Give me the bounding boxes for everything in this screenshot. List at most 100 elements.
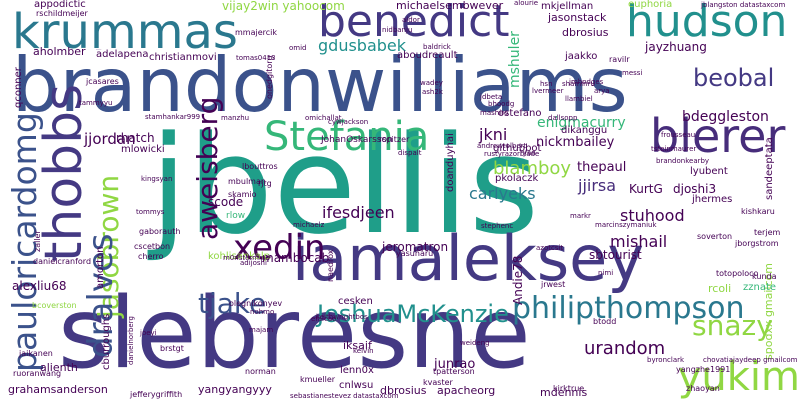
word-iksaif: iksaif — [343, 339, 372, 352]
word-djoshi3: djoshi3 — [673, 182, 717, 196]
word-nohmo: nohmo — [250, 308, 275, 316]
word-jhermes: jhermes — [692, 194, 733, 205]
word-onedgitorg: onedgitorg — [265, 55, 274, 99]
word-mashiro: mashiro — [480, 109, 509, 117]
word-gdusbabek: gdusbabek — [318, 36, 407, 55]
word-stamhankar999: stamhankar999 — [145, 113, 201, 121]
word-mkjellman: mkjellman — [541, 1, 594, 12]
word-nirmalsreenivas: yasuharu — [396, 249, 434, 258]
word-kvaster: kvaster — [423, 378, 453, 387]
word-tammyyu: tammyyu — [79, 99, 113, 107]
word-jaikanen: jaikanen — [19, 349, 53, 358]
word-lenn0x: lenn0x — [340, 365, 374, 376]
word-aholmber: aholmber — [33, 45, 86, 58]
word-markr: markr — [570, 212, 591, 220]
word-stuhood: stuhood — [620, 206, 685, 225]
word-vijay2win: vijay2win yahoocom — [222, 0, 345, 13]
word-jbeaver: ravilr — [609, 55, 630, 64]
word-weideng: weideng — [460, 339, 490, 347]
word-zhaoyan: zhaoyan — [686, 384, 720, 393]
word-aldor: aldor — [402, 16, 420, 24]
word-krummas: krummas — [12, 4, 238, 60]
word-baldrick: baldrick — [423, 43, 451, 51]
word-cburroughs: cburroughs — [101, 313, 112, 370]
word-urandom: urandom — [584, 338, 666, 359]
word-jeromatron: jeromatron — [382, 240, 449, 254]
word-btodd: btodd — [593, 317, 617, 326]
word-blerer: blerer — [650, 109, 786, 163]
word-danielnorberg: danielnorberg — [127, 316, 135, 365]
word-lyubent: lyubent — [690, 166, 728, 177]
word-keithwrightbos: keithwrightbos — [316, 313, 368, 321]
word-bcoverston: bcoverston — [32, 301, 77, 310]
word-omichallat: omichallat — [305, 114, 342, 122]
word-joeyi: joeyi — [140, 329, 157, 337]
word-lvermeer: lvermeer — [532, 87, 564, 95]
word-nanzhu: manzhu — [221, 114, 250, 122]
word-kunda: kunda — [752, 272, 777, 281]
word-kingsyan: kingsyan — [141, 175, 173, 183]
word-dikanggu: dikanggu — [561, 125, 608, 136]
word-snazy: snazy — [692, 309, 773, 342]
word-johanoskarsson: JohanOskarsson — [321, 135, 393, 145]
word-tjake: tjake — [198, 287, 267, 320]
word-eboverton: mbulman — [228, 177, 266, 186]
word-marcinszymaniuk: marcinszymaniuk — [595, 221, 657, 229]
word-adijoshi: adijoshi — [240, 259, 267, 267]
word-dbrosius2: dbrosius — [380, 384, 427, 397]
word-junrao: junrao — [434, 357, 476, 372]
word-jaysonstack: jasonstack — [548, 11, 607, 24]
word-michaelz: michaelz — [293, 221, 325, 229]
word-rspitzer: rspitzer — [379, 135, 410, 144]
word-githubbot: githubbot — [493, 143, 542, 154]
word-beobal: beobal — [693, 64, 775, 92]
word-xedin: xedin — [233, 228, 326, 268]
word-frousseau: frousseau — [661, 131, 696, 139]
word-mdennis: mdennis — [540, 386, 588, 399]
word-jmhodges: jmhodges — [569, 78, 604, 86]
word-yukim: yukim — [677, 354, 800, 400]
word-adelapena: adelapena — [96, 49, 149, 60]
word-rustyrazorblade: rustyrazorblade — [484, 150, 540, 158]
word-christianmovi: christianmovi — [149, 52, 217, 63]
word-mmajercik: mmajercik — [235, 28, 277, 37]
word-sandeeptata: sandeeptata — [764, 137, 775, 200]
word-atomic: stephenc — [481, 222, 514, 230]
word-yangyangyyy: yangyangyyy — [198, 383, 272, 396]
word-cherro: cherro — [138, 252, 164, 261]
word-jayzhuang: jayzhuang — [645, 40, 707, 54]
word-benedict: benedict — [318, 0, 510, 47]
word-byroncl: byronclark — [647, 356, 685, 364]
word-jcasares: jcasares — [86, 77, 119, 86]
word-apacheorg: apacheorg — [437, 384, 496, 397]
word-ifesdjeen: ifesdjeen — [322, 203, 395, 222]
word-efalcao: efalcao — [311, 315, 337, 323]
word-mambocab: mambocab — [262, 251, 330, 265]
word-sbtourist: sbtourist — [589, 248, 642, 262]
word-jmhodges2: nimi — [598, 269, 614, 277]
word-ash2k: ash2k — [422, 88, 443, 96]
word-pkolaczk: pkolaczk — [495, 173, 539, 184]
word-sebastianestevez: sebastianestevez datastaxcom — [290, 392, 399, 400]
word-danielcranford: danielcranford — [33, 257, 92, 266]
word-adelapena2: adelapena — [96, 50, 102, 51]
word-mamuarte: m0nstermind — [223, 254, 270, 262]
word-mshuler: mshuler — [507, 31, 523, 88]
word-skamio: skamio — [228, 190, 257, 199]
word-cnlwsu: cnlwsu — [339, 380, 374, 391]
word-jjordan: jjordan — [84, 130, 136, 148]
word-cscetbon: cscetbon — [134, 242, 171, 251]
word-rlow: rlow — [226, 211, 246, 221]
word-kirktrue: kirktrue — [553, 384, 585, 393]
word-majam: majam — [249, 326, 274, 334]
word-nidbanju: nidbanju — [382, 26, 413, 34]
word-jkni: jkni — [479, 125, 508, 144]
word-hudson: hudson — [626, 0, 788, 47]
word-qconner: qconner — [13, 67, 24, 108]
word-grahamsanderson: grahamsanderson — [8, 383, 108, 396]
word-messi: messi — [622, 69, 643, 77]
word-zznate: zznate — [743, 282, 777, 293]
word-slebresne: slebresne — [58, 277, 531, 391]
word-aboudreault: aboudreault — [397, 50, 458, 61]
word-blamboy: blamboy — [493, 158, 572, 179]
